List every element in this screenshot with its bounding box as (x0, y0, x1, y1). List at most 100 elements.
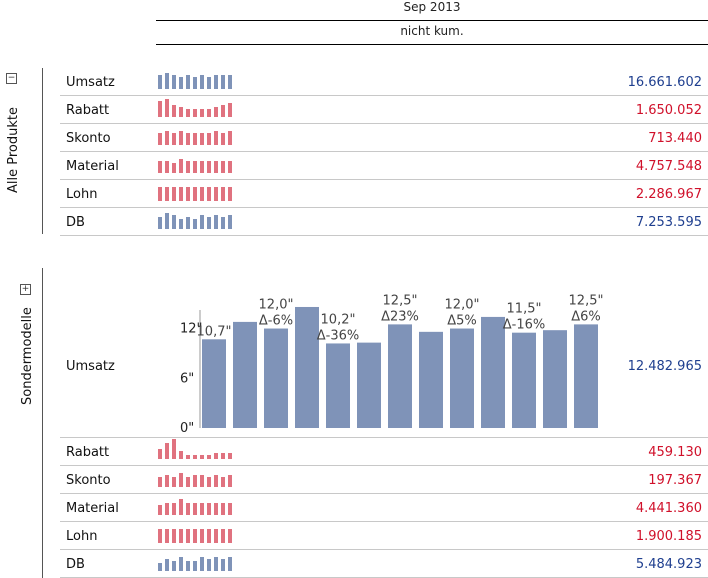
umsatz-bar (264, 328, 288, 428)
y-tick-label: 12" (180, 322, 203, 337)
row-value-db: 5.484.923 (635, 557, 702, 572)
bar-delta-label: Δ-6% (259, 314, 293, 329)
bar-value-label: 10,7" (197, 324, 232, 339)
row-value-db: 7.253.595 (635, 215, 702, 230)
mode-header: nicht kum. (400, 24, 464, 38)
expand-icon[interactable]: + (20, 284, 31, 295)
sparkline-bar (207, 77, 211, 89)
sparkline-bar (193, 133, 197, 145)
row-label-material: Material (66, 501, 119, 516)
sparkline-bar (193, 109, 197, 117)
sparkline-bar (221, 187, 225, 201)
sparkline-bar (165, 529, 169, 543)
sparkline-bar (165, 131, 169, 145)
row-divider (60, 95, 708, 96)
group-title-sondermodelle: Sondermodelle (20, 307, 35, 405)
sparkline-bar (165, 503, 169, 515)
row-label-db: DB (66, 215, 85, 230)
sparkline-bar (186, 75, 190, 89)
bar-delta-label: Δ-36% (317, 328, 359, 343)
sparkline-bar (221, 529, 225, 543)
umsatz-bar (450, 328, 474, 428)
sparkline-bar (186, 217, 190, 229)
bar-value-label: 12,0" (259, 298, 294, 313)
sparkline-bar (158, 101, 162, 117)
row-label-db: DB (66, 557, 85, 572)
sparkline-bar (193, 455, 197, 459)
umsatz-bar (574, 324, 598, 428)
sparkline-bar (193, 187, 197, 201)
row-divider (60, 207, 708, 208)
sparkline-bar (179, 77, 183, 89)
umsatz-bar-chart: 0"6"12"10,7"12,0"Δ-6% 10,2"Δ-36%12,5"Δ23%… (180, 294, 603, 436)
sparkline-bar (207, 109, 211, 117)
sparkline-bar (172, 477, 176, 487)
row-divider (60, 521, 708, 522)
bar-delta-label: Δ6% (571, 309, 601, 324)
row-value-lohn: 2.286.967 (635, 187, 702, 202)
group-bracket-sondermodelle (42, 268, 43, 578)
row-divider (60, 151, 708, 152)
sparkline-bar (193, 529, 197, 543)
sparkline-bar (172, 215, 176, 229)
sparkline-bar (228, 557, 232, 571)
sparkline-bar (207, 133, 211, 145)
sparkline-bar (221, 477, 225, 487)
sparkline-bar (193, 219, 197, 229)
sparkline-bar (214, 557, 218, 571)
row-label-lohn: Lohn (66, 529, 98, 544)
sparkline-bar (228, 453, 232, 459)
sparkline-bar (207, 477, 211, 487)
sparkline-bar (207, 503, 211, 515)
sparkline-bar (179, 159, 183, 173)
row-value-lohn: 1.900.185 (635, 529, 702, 544)
sparkline-bar (200, 109, 204, 117)
sparkline-bar (200, 557, 204, 571)
row-label-lohn: Lohn (66, 187, 98, 202)
umsatz-bar (202, 339, 226, 428)
row-divider (60, 235, 708, 236)
umsatz-bar (543, 330, 567, 428)
bar-value-label: 12,5" (383, 294, 418, 308)
sparkline-bar (186, 503, 190, 515)
sparkline-bar (186, 109, 190, 117)
sparkline-bar (207, 217, 211, 229)
period-header: Sep 2013 (403, 0, 461, 14)
row-label-umsatz: Umsatz (66, 359, 115, 374)
sparkline-bar (158, 449, 162, 459)
sparkline-bar (207, 559, 211, 571)
sparkline-bar (228, 475, 232, 487)
umsatz-bar (357, 342, 381, 428)
row-value-rabatt: 1.650.052 (635, 103, 702, 118)
sparkline-bar (214, 453, 218, 459)
collapse-icon[interactable]: − (6, 73, 17, 84)
sparkline-bar (193, 561, 197, 571)
sparkline-bar (179, 529, 183, 543)
sparkline-bar (186, 561, 190, 571)
sparkline-bar (179, 131, 183, 145)
sparkline-bar (165, 475, 169, 487)
sparkline-bar (214, 75, 218, 89)
sparkline-bar (214, 503, 218, 515)
sparkline-bar (228, 215, 232, 229)
sparkline-bar (165, 73, 169, 89)
sparkline-bar (172, 105, 176, 117)
sparkline-bar (214, 215, 218, 229)
sparkline-bar (186, 529, 190, 543)
skonto-sparkline (158, 473, 232, 487)
sparkline-bar (221, 105, 225, 117)
sparkline-bar (228, 529, 232, 543)
material-sparkline (158, 159, 232, 173)
sparkline-bar (165, 187, 169, 201)
sparkline-bar (228, 161, 232, 173)
sparkline-bar (193, 161, 197, 173)
row-value-material: 4.757.548 (635, 159, 702, 174)
sparkline-bar (221, 559, 225, 571)
sparkline-bar (186, 455, 190, 459)
sparkline-bar (186, 161, 190, 173)
sparkline-bar (179, 473, 183, 487)
row-divider (60, 437, 708, 438)
sparkline-bar (158, 133, 162, 145)
bar-delta-label: Δ-16% (503, 318, 545, 333)
sparkline-bar (193, 475, 197, 487)
